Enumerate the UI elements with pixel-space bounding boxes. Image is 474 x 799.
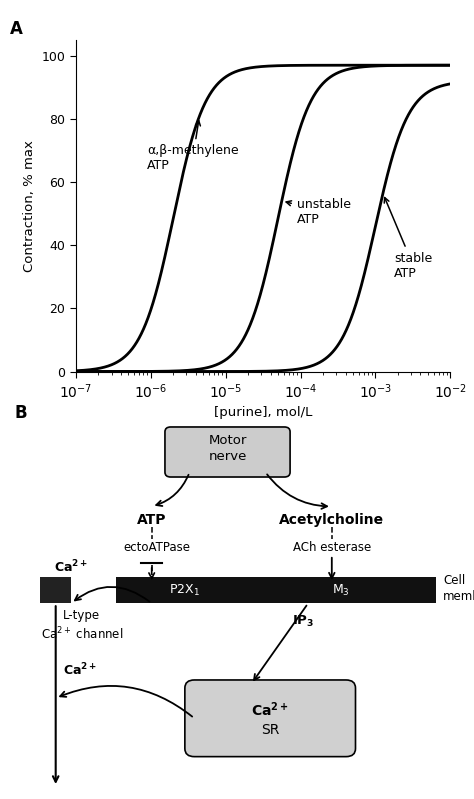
Text: M$_3$: M$_3$ <box>332 582 350 598</box>
Text: ATP: ATP <box>137 512 166 527</box>
FancyBboxPatch shape <box>185 680 356 757</box>
Text: stable
ATP: stable ATP <box>384 197 432 280</box>
Text: Acetylcholine: Acetylcholine <box>279 512 384 527</box>
Bar <box>40 577 71 603</box>
X-axis label: [purine], mol/L: [purine], mol/L <box>214 406 312 419</box>
Text: α,β-methylene
ATP: α,β-methylene ATP <box>147 121 238 172</box>
Text: P2X$_1$: P2X$_1$ <box>169 582 201 598</box>
Text: $\mathbf{Ca^{2+}}$: $\mathbf{Ca^{2+}}$ <box>63 662 97 678</box>
Text: $\mathbf{Ca^{2+}}$: $\mathbf{Ca^{2+}}$ <box>251 700 289 719</box>
Text: Ca$^{2+}$ channel: Ca$^{2+}$ channel <box>41 626 123 642</box>
Text: L-type: L-type <box>63 610 100 622</box>
Text: ACh esterase: ACh esterase <box>292 541 371 554</box>
Y-axis label: Contraction, % max: Contraction, % max <box>23 140 36 272</box>
Text: SR: SR <box>261 723 279 737</box>
Text: $\mathbf{Ca^{2+}}$: $\mathbf{Ca^{2+}}$ <box>54 559 88 575</box>
FancyBboxPatch shape <box>165 427 290 477</box>
Text: unstable
ATP: unstable ATP <box>286 198 351 226</box>
Text: ectoATPase: ectoATPase <box>123 541 190 554</box>
Text: A: A <box>9 20 22 38</box>
Text: Cell
membrane: Cell membrane <box>443 574 474 602</box>
Text: $\mathbf{IP_3}$: $\mathbf{IP_3}$ <box>292 614 314 629</box>
Bar <box>116 577 436 603</box>
Text: B: B <box>14 403 27 422</box>
Text: Motor
nerve: Motor nerve <box>209 435 246 463</box>
